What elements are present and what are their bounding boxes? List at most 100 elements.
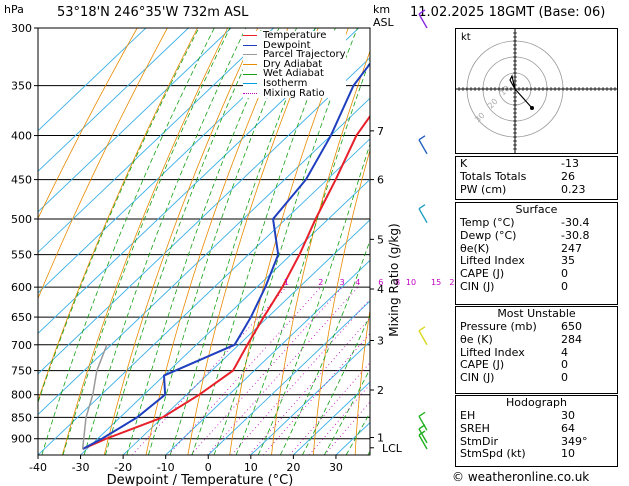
pressure-tick-label: 400 xyxy=(11,130,32,143)
mixing-ratio-label: 3 xyxy=(340,278,345,287)
indices-table: K -13 Totals Totals 26 PW (cm) 0.23 xyxy=(455,156,618,200)
surface-title: Surface xyxy=(515,203,558,216)
legend: Temperature Dewpoint Parcel Trajectory Dry … xyxy=(243,31,346,99)
mixing-ratio-label: 4 xyxy=(355,278,360,287)
legend-label: Mixing Ratio xyxy=(263,87,325,99)
legend-label: Wet Adiabat xyxy=(263,68,324,80)
surface-key: CAPE (J) xyxy=(460,267,505,281)
wind-barb xyxy=(418,434,428,450)
legend-swatch xyxy=(243,54,257,56)
pressure-tick-label: 600 xyxy=(11,281,32,294)
wet-adiabat-line xyxy=(83,28,247,455)
mixing-ratio-line xyxy=(206,286,359,455)
mixing-ratio-line xyxy=(168,286,322,455)
index-key: Totals Totals xyxy=(460,169,527,183)
storm-motion-dot xyxy=(530,106,534,110)
dry-adiabat-line xyxy=(62,28,229,455)
isotherm-line xyxy=(38,28,317,294)
temperature-tick-label: -40 xyxy=(29,461,47,474)
hodograph-trace xyxy=(509,74,517,92)
pressure-tick-label: 700 xyxy=(11,339,32,352)
hodograph-stat-value: 10 xyxy=(561,447,575,461)
mixing-ratio-label: 8 xyxy=(395,278,400,287)
isotherm-line xyxy=(38,28,147,132)
mixing-ratio-line xyxy=(190,286,343,455)
parcel-trajectory-series xyxy=(81,344,108,450)
isotherm-line xyxy=(165,259,370,455)
wind-barbs xyxy=(418,9,428,450)
wind-barb xyxy=(418,428,428,444)
most-unstable-row: CIN (J) 0 xyxy=(456,371,617,385)
km-tick-label: 5 xyxy=(377,233,384,246)
legend-label: Dewpoint xyxy=(263,39,311,51)
hodograph-table-title: Hodograph xyxy=(506,396,567,409)
legend-swatch xyxy=(243,73,257,75)
legend-label: Isotherm xyxy=(263,77,308,89)
km-tick-label: 4 xyxy=(377,283,384,296)
index-value: 26 xyxy=(561,169,575,183)
legend-label: Parcel Trajectory xyxy=(263,49,346,61)
pressure-tick-label: 300 xyxy=(11,22,32,35)
dry-adiabat-line xyxy=(312,148,370,455)
legend-item: Mixing Ratio xyxy=(243,87,346,99)
wet-adiabat-line xyxy=(169,28,316,455)
hodograph-plot: kt 10 20 30 xyxy=(456,29,617,153)
storm-motion-vector xyxy=(514,88,533,109)
wind-barb xyxy=(418,415,428,431)
wet-adiabat-line xyxy=(302,314,370,455)
index-row: K -13 xyxy=(456,157,617,171)
most-unstable-value: 4 xyxy=(561,345,568,359)
wind-barb-flag xyxy=(418,9,426,15)
legend-item: Parcel Trajectory xyxy=(243,50,346,60)
index-value: 0.23 xyxy=(561,182,586,196)
pressure-tick-label: 800 xyxy=(11,389,32,402)
legend-swatch xyxy=(243,64,257,66)
legend-item: Isotherm xyxy=(243,79,346,89)
surface-value: 0 xyxy=(561,267,568,281)
isotherm-line xyxy=(38,138,370,455)
hpa-axis-label: hPa xyxy=(4,3,24,16)
surface-row: Dewp (°C) -30.8 xyxy=(456,229,617,243)
wet-adiabat-line xyxy=(257,142,370,455)
legend-swatch xyxy=(243,92,257,94)
isotherm-line xyxy=(293,381,370,455)
temperature-series xyxy=(82,114,370,450)
index-row: Totals Totals 26 xyxy=(456,169,617,184)
wind-barb xyxy=(418,13,428,29)
temperature-axis: -40 -30 -20 -10 0 10 20 30 xyxy=(29,455,343,474)
dry-adiabat-line xyxy=(187,28,319,455)
date-title: 11.02.2025 18GMT (Base: 06) xyxy=(410,5,606,20)
wet-adiabat-line xyxy=(235,58,370,455)
dry-adiabat-line xyxy=(38,28,138,220)
mixing-ratio-label: 15 xyxy=(431,278,441,287)
pressure-tick-label: 650 xyxy=(11,311,32,324)
wet-adiabat-line xyxy=(62,28,231,455)
wind-barb xyxy=(418,139,428,155)
hodograph-ring-label-30: 30 xyxy=(473,111,487,125)
wet-adiabat-line xyxy=(279,239,370,455)
background-lines xyxy=(38,28,370,455)
surface-value: 0 xyxy=(561,279,568,293)
surface-key: Lifted Index xyxy=(460,254,525,268)
mixing-ratio-labels: 12346810152025 xyxy=(284,278,474,287)
hodograph-stat-row: StmDir 349° xyxy=(456,435,617,449)
mixing-ratio-label: 6 xyxy=(378,278,383,287)
mixing-ratio-label: 10 xyxy=(406,278,416,287)
sounding-series xyxy=(81,62,370,450)
hodograph-stat-row: StmSpd (kt) 10 xyxy=(456,448,617,461)
wet-adiabat-line xyxy=(323,368,370,455)
mixing-ratio-label: 2 xyxy=(318,278,323,287)
dewpoint-series xyxy=(82,62,370,450)
wind-barb-flag xyxy=(418,424,426,430)
legend-swatch xyxy=(243,35,257,37)
surface-row: CAPE (J) 0 xyxy=(456,267,617,281)
surface-row: Temp (°C) -30.4 xyxy=(456,216,617,230)
isotherm-line xyxy=(38,28,274,253)
most-unstable-value: 0 xyxy=(561,371,568,385)
km-axis-label: km xyxy=(373,3,391,16)
most-unstable-row: Lifted Index 4 xyxy=(456,345,617,360)
most-unstable-key: Pressure (mb) xyxy=(460,320,537,333)
legend-swatch xyxy=(243,44,257,46)
isotherm-line xyxy=(250,340,370,455)
